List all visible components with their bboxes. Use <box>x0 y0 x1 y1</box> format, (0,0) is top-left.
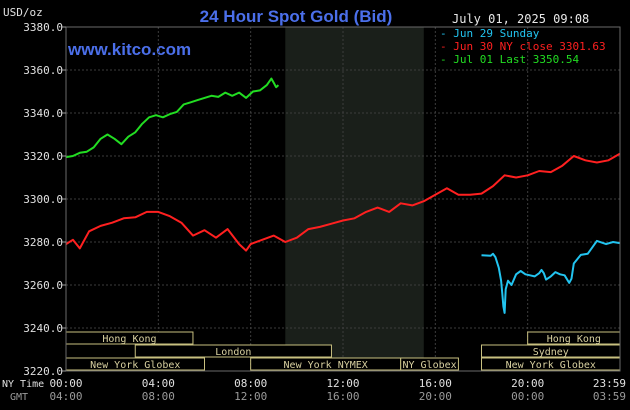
market-sessions: Hong Kong London New York Globex New York N… <box>65 331 621 371</box>
y-tick-label: 3320.0 <box>23 150 63 163</box>
gmt-label: GMT <box>10 392 28 403</box>
series-line <box>481 239 620 314</box>
x-axis: NY Time GMT 00:0004:0004:0008:0008:0012:… <box>2 377 626 403</box>
watermark-logo: www.kitco.com <box>67 40 191 59</box>
y-tick-label: 3300.0 <box>23 193 63 206</box>
session-label: NY Globex <box>402 360 456 371</box>
y-axis: 3380.0 3360.0 3340.0 3320.0 3300.0 3280.0 3260… <box>23 21 66 378</box>
y-unit-label: USD/oz <box>3 6 43 19</box>
series-line <box>65 77 280 159</box>
session-label: New York Globex <box>506 360 596 371</box>
x-tick-label-ny: 08:00 <box>234 377 267 390</box>
legend: - Jun 29 Sunday- Jun 30 NY close 3301.63… <box>440 27 606 66</box>
x-tick-label-ny: 00:00 <box>49 377 82 390</box>
chart-title: 24 Hour Spot Gold (Bid) <box>200 7 393 26</box>
x-tick-label-ny: 16:00 <box>419 377 452 390</box>
session-label: Hong Kong <box>547 334 601 345</box>
x-tick-label-ny: 20:00 <box>511 377 544 390</box>
session-box <box>400 357 459 371</box>
x-tick-label-ny: 04:00 <box>142 377 175 390</box>
y-tick-label: 3260.0 <box>23 279 63 292</box>
y-tick-label: 3340.0 <box>23 107 63 120</box>
legend-entry: - Jul 01 Last 3350.54 <box>440 53 579 66</box>
x-tick-label-gmt: 08:00 <box>142 390 175 403</box>
chart-date: July 01, 2025 09:08 <box>452 12 589 26</box>
y-tick-label: 3360.0 <box>23 64 63 77</box>
session-label: Hong Kong <box>102 334 156 345</box>
session-label: Sydney <box>533 347 569 358</box>
series-line <box>65 152 621 252</box>
session-label: New York Globex <box>90 360 180 371</box>
x-tick-label-ny: 23:59 <box>593 377 626 390</box>
session-label: London <box>215 347 251 358</box>
y-tick-label: 3220.0 <box>23 365 63 378</box>
y-tick-label: 3280.0 <box>23 236 63 249</box>
plot-area: Hong Kong London New York Globex New York N… <box>65 26 621 372</box>
x-tick-label-gmt: 04:00 <box>49 390 82 403</box>
legend-entry: - Jun 29 Sunday <box>440 27 540 40</box>
x-tick-label-gmt: 03:59 <box>593 390 626 403</box>
ny-time-label: NY Time <box>2 379 44 390</box>
y-tick-label: 3240.0 <box>23 322 63 335</box>
price-series <box>65 77 621 314</box>
x-tick-label-ny: 12:00 <box>326 377 359 390</box>
gridlines <box>66 26 620 372</box>
x-tick-label-gmt: 20:00 <box>419 390 452 403</box>
session-box <box>134 344 332 358</box>
x-tick-label-gmt: 12:00 <box>234 390 267 403</box>
x-tick-label-gmt: 00:00 <box>511 390 544 403</box>
session-label: New York NYMEX <box>284 360 368 371</box>
x-tick-label-gmt: 16:00 <box>326 390 359 403</box>
y-tick-label: 3380.0 <box>23 21 63 34</box>
legend-entry: - Jun 30 NY close 3301.63 <box>440 40 606 53</box>
